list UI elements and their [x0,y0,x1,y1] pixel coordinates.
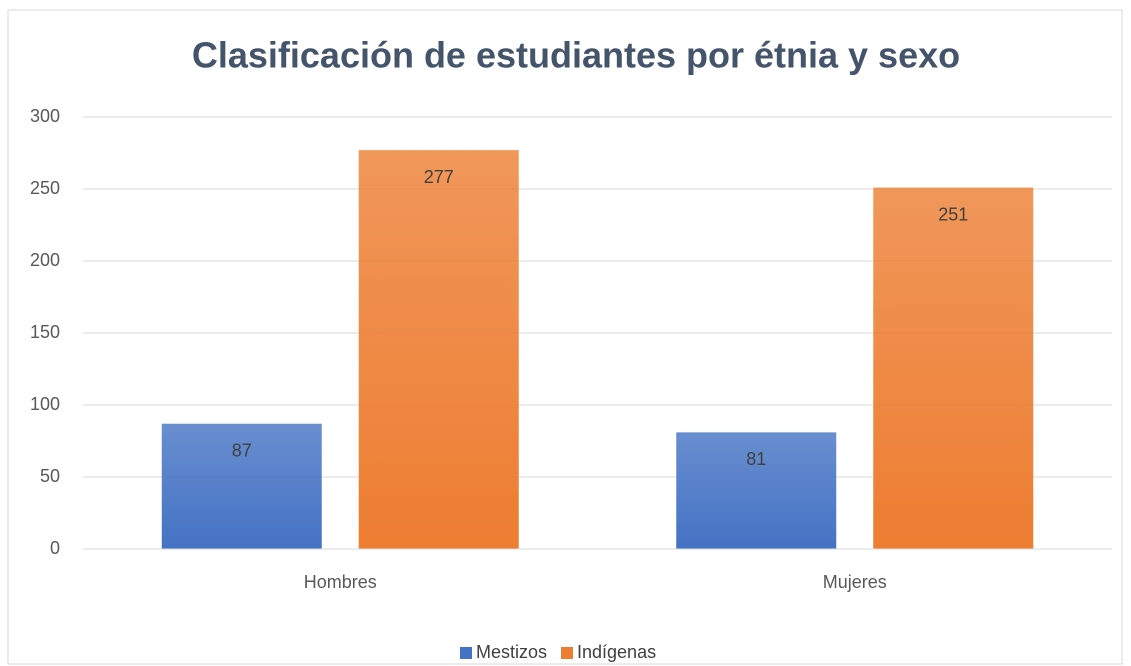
y-tick-label: 0 [50,538,60,558]
bar [873,187,1034,549]
y-tick-label: 200 [30,250,60,270]
y-tick-label: 250 [30,178,60,198]
legend-label: Mestizos [476,642,547,662]
y-tick-label: 50 [40,466,60,486]
legend-label: Indígenas [577,642,656,662]
bar [161,423,322,549]
data-label: 87 [232,440,252,460]
y-tick-label: 150 [30,322,60,342]
chart-title: Clasificación de estudiantes por étnia y… [192,35,960,76]
y-tick-label: 300 [30,106,60,126]
bar [358,150,519,549]
legend-swatch [561,647,574,659]
data-label: 251 [938,204,968,224]
x-tick-label: Hombres [304,572,377,592]
data-label: 81 [746,449,766,469]
legend-swatch [460,647,472,659]
bar [676,432,837,549]
data-label: 277 [424,167,454,187]
y-tick-label: 100 [30,394,60,414]
x-tick-label: Mujeres [823,572,887,592]
